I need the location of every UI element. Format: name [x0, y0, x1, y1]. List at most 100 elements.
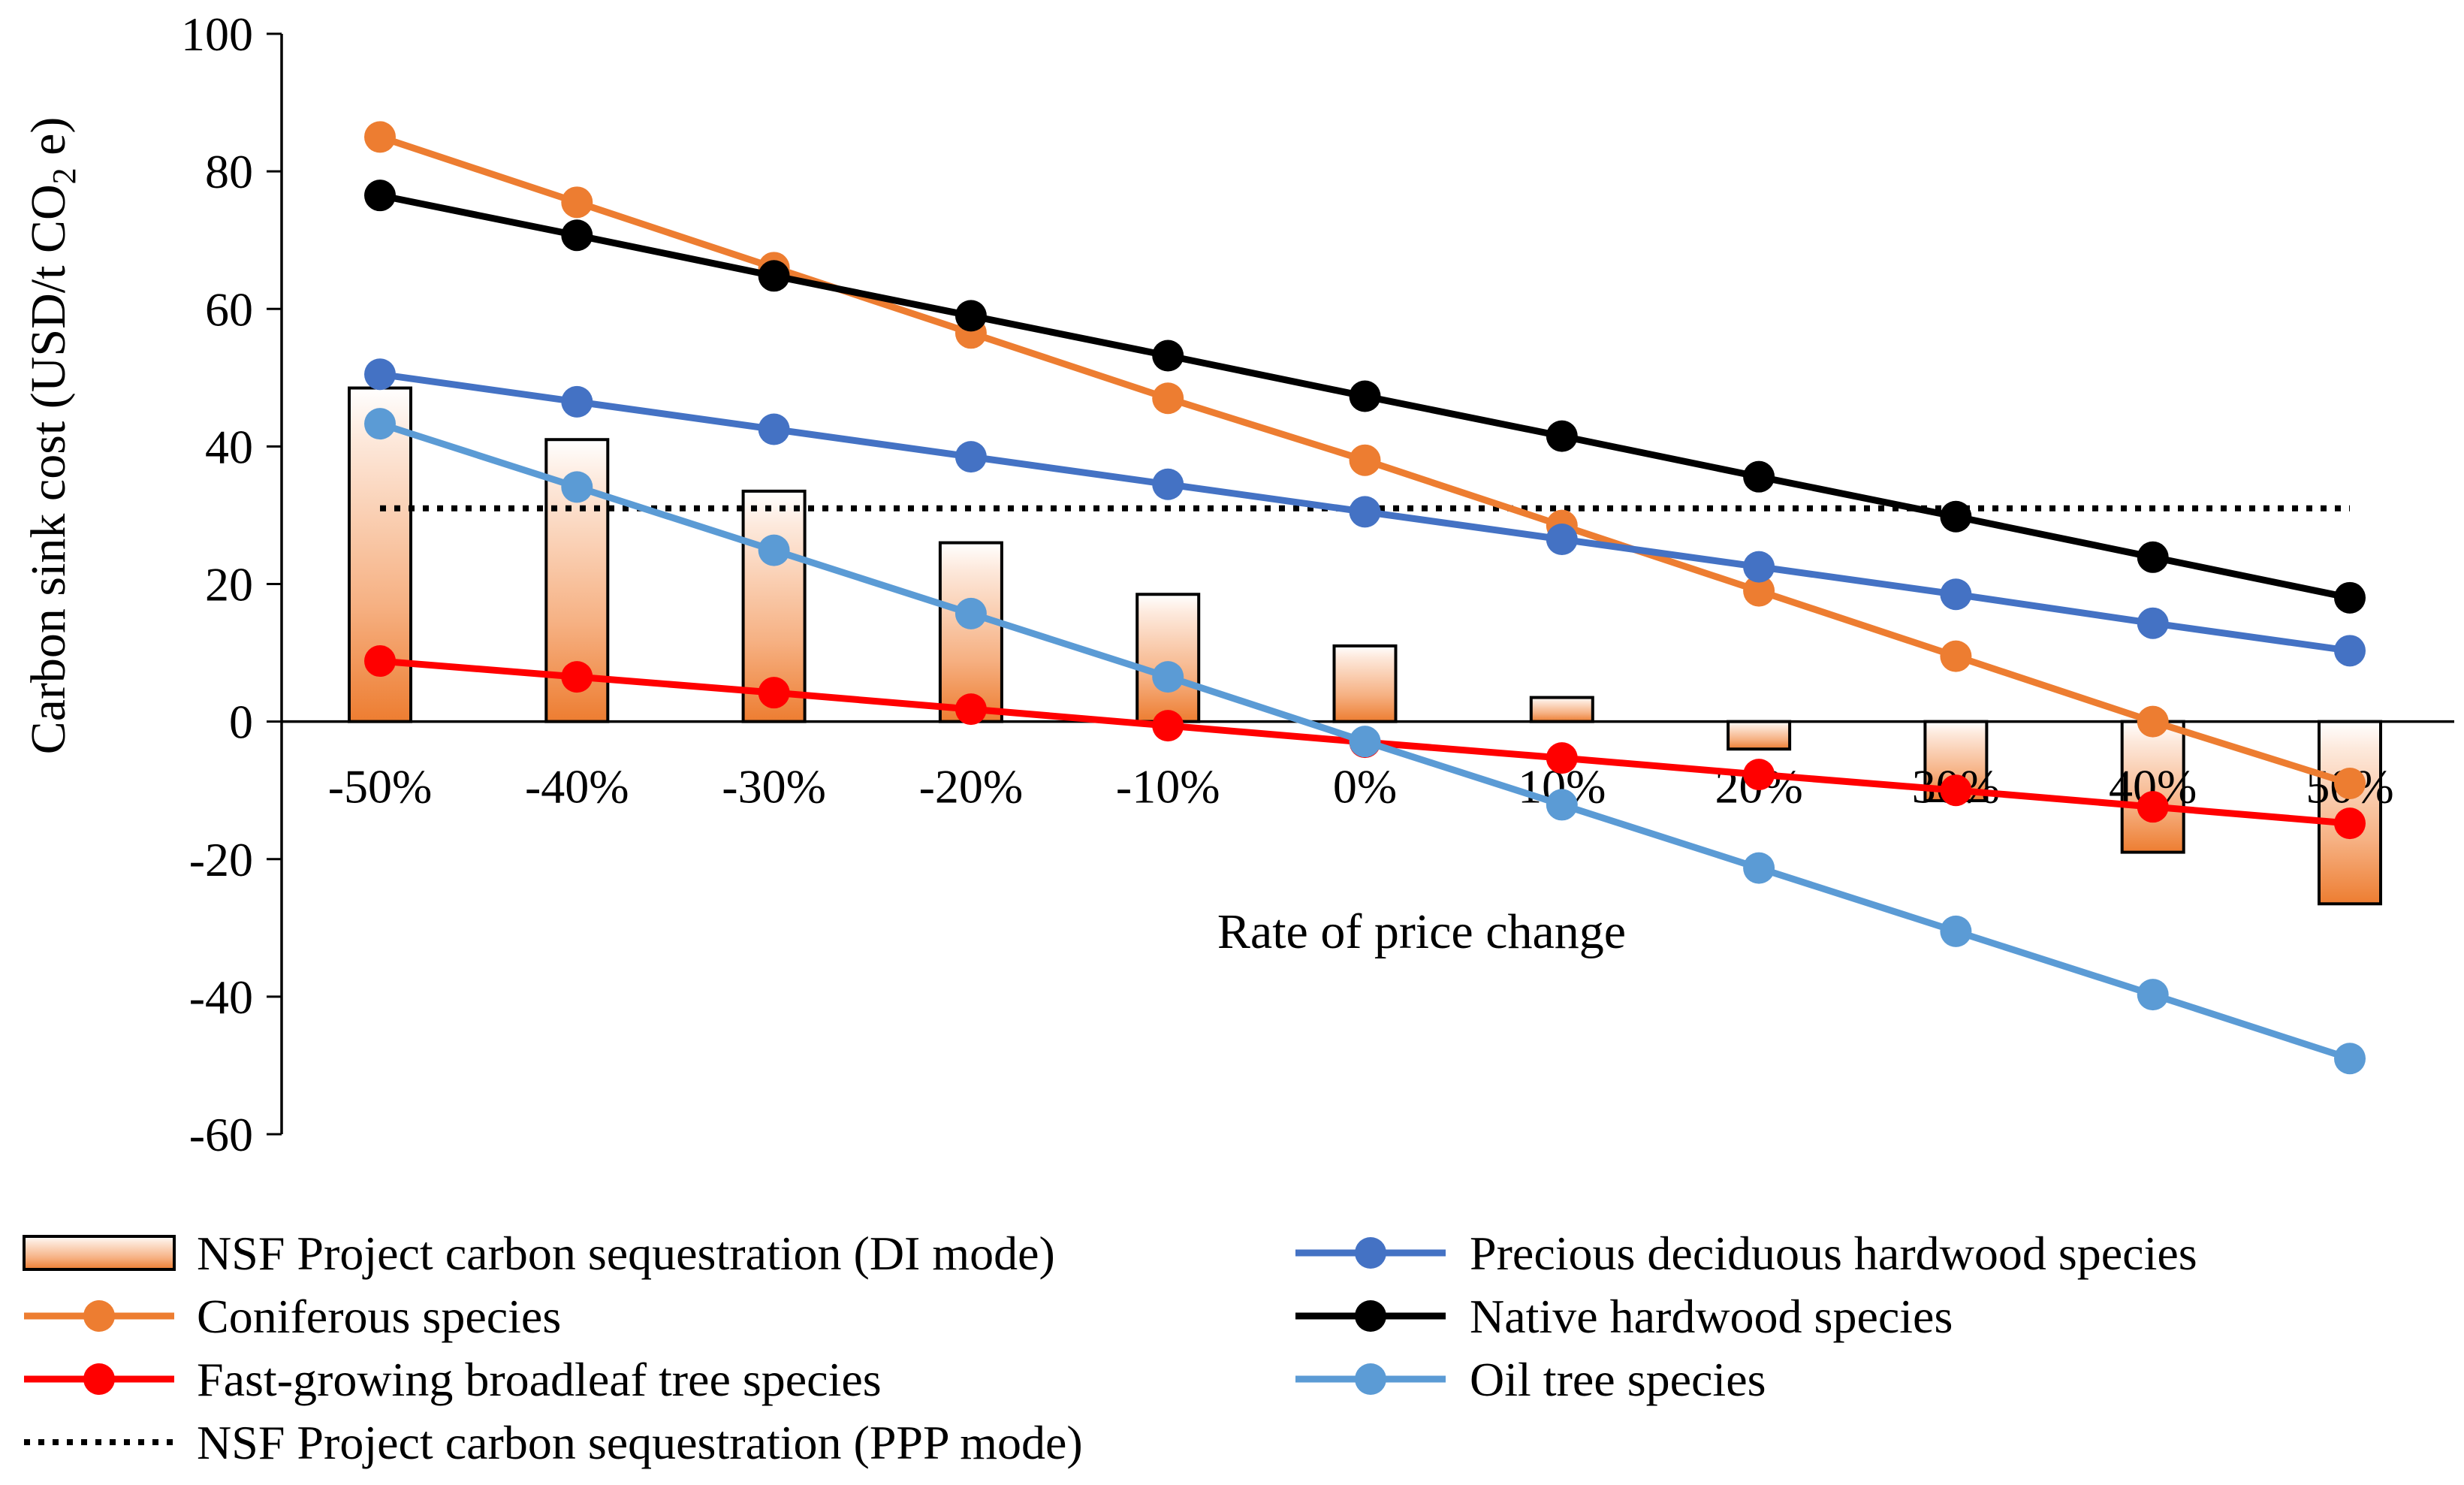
- data-point: [1743, 460, 1775, 493]
- bar-di-mode: [1727, 720, 1792, 751]
- data-point: [1349, 444, 1381, 476]
- data-point: [2334, 1043, 2366, 1075]
- x-axis-tick-labels: -50%-40%-30%-20%-10%0%10%20%30%40%50%: [328, 760, 2394, 813]
- legend-label: Precious deciduous hardwood species: [1470, 1227, 2197, 1280]
- bar-di-mode: [2120, 720, 2185, 854]
- legend-label: Fast-growing broadleaf tree species: [197, 1353, 882, 1406]
- data-point: [955, 693, 987, 726]
- data-point: [1743, 759, 1775, 791]
- data-point: [364, 180, 396, 212]
- data-point: [364, 408, 396, 440]
- x-tick-label: 0%: [1333, 760, 1397, 813]
- data-point: [1940, 640, 1972, 672]
- data-point: [758, 534, 790, 566]
- legend-label: NSF Project carbon sequestration (PPP mo…: [197, 1416, 1083, 1469]
- data-point: [758, 413, 790, 445]
- data-point: [1152, 661, 1184, 693]
- x-tick-label: -30%: [722, 760, 826, 813]
- y-axis-ticks: 100 80 60 40 20 0 -20 -40 -60: [181, 8, 282, 1161]
- data-point: [2334, 581, 2366, 614]
- data-point: [955, 300, 987, 332]
- data-point: [561, 471, 593, 503]
- data-point: [1743, 575, 1775, 607]
- data-point: [1349, 380, 1381, 412]
- y-axis-title-tail: e): [21, 117, 76, 168]
- data-point: [1743, 852, 1775, 884]
- y-tick-label: -40: [189, 970, 253, 1024]
- legend-item: Fast-growing broadleaf tree species: [24, 1353, 882, 1406]
- series-precious-deciduous-hardwood-species: [364, 358, 2366, 667]
- data-point: [1349, 726, 1381, 758]
- data-point: [1743, 551, 1775, 583]
- bar-di-mode: [1135, 593, 1201, 723]
- data-point: [364, 645, 396, 678]
- data-point: [758, 677, 790, 709]
- y-tick-label: 80: [205, 145, 253, 198]
- y-tick-label: 60: [205, 282, 253, 336]
- axes: [280, 34, 2454, 1134]
- data-point: [2137, 791, 2169, 823]
- series-native-hardwood-species: [364, 180, 2366, 614]
- data-point: [955, 597, 987, 629]
- legend-item: NSF Project carbon sequestration (PPP mo…: [24, 1416, 1083, 1469]
- legend-swatch-marker: [83, 1300, 115, 1332]
- line-series: [364, 121, 2366, 1075]
- data-point: [1940, 915, 1972, 947]
- data-point: [1152, 468, 1184, 500]
- data-point: [2137, 705, 2169, 738]
- data-point: [1940, 774, 1972, 807]
- data-point: [1152, 382, 1184, 415]
- legend-item: Native hardwood species: [1295, 1290, 1953, 1343]
- legend-label: Native hardwood species: [1470, 1290, 1953, 1343]
- legend-swatch-bar: [23, 1235, 176, 1271]
- bar-di-mode: [1529, 696, 1594, 723]
- x-tick-label: -50%: [328, 760, 433, 813]
- bar-series: [348, 386, 2382, 906]
- legend-label: Oil tree species: [1470, 1353, 1766, 1406]
- data-point: [1546, 789, 1578, 821]
- legend: NSF Project carbon sequestration (DI mod…: [23, 1227, 2197, 1469]
- data-point: [561, 385, 593, 418]
- legend-label: NSF Project carbon sequestration (DI mod…: [197, 1227, 1055, 1280]
- data-point: [1152, 340, 1184, 372]
- data-point: [2334, 635, 2366, 667]
- legend-item: Precious deciduous hardwood species: [1295, 1227, 2197, 1280]
- y-tick-label: 40: [205, 420, 253, 473]
- data-point: [364, 121, 396, 153]
- data-point: [364, 358, 396, 391]
- data-point: [561, 661, 593, 693]
- x-axis-title: Rate of price change: [1217, 904, 1626, 959]
- data-point: [955, 441, 987, 473]
- legend-item: Coniferous species: [24, 1290, 561, 1343]
- legend-item: NSF Project carbon sequestration (DI mod…: [23, 1227, 1055, 1280]
- legend-swatch-marker: [1355, 1300, 1386, 1332]
- y-tick-label: -60: [189, 1108, 253, 1161]
- y-axis-title-main: Carbon sink cost (USD/t CO: [21, 184, 76, 754]
- data-point: [2137, 541, 2169, 573]
- legend-item: Oil tree species: [1295, 1353, 1766, 1406]
- data-point: [561, 186, 593, 219]
- x-tick-label: -40%: [525, 760, 629, 813]
- data-point: [1546, 420, 1578, 452]
- y-tick-label: 100: [181, 8, 253, 61]
- data-point: [2334, 807, 2366, 840]
- series-coniferous-species: [364, 121, 2366, 800]
- y-tick-label: 0: [229, 696, 253, 749]
- legend-swatch-marker: [1355, 1363, 1386, 1395]
- y-axis-title: Carbon sink cost (USD/t CO2 e): [21, 117, 83, 755]
- series-oil-tree-species: [364, 408, 2366, 1075]
- data-point: [2137, 979, 2169, 1011]
- bar-di-mode: [1332, 644, 1398, 723]
- y-tick-label: 20: [205, 558, 253, 611]
- x-tick-label: -10%: [1116, 760, 1220, 813]
- x-tick-label: -20%: [919, 760, 1024, 813]
- data-point: [1349, 496, 1381, 528]
- data-point: [1940, 500, 1972, 533]
- y-axis-title-subscript: 2: [46, 168, 83, 184]
- data-point: [1940, 578, 1972, 611]
- data-point: [2137, 607, 2169, 639]
- data-point: [1152, 710, 1184, 742]
- data-point: [2334, 768, 2366, 800]
- y-tick-label: -20: [189, 833, 253, 886]
